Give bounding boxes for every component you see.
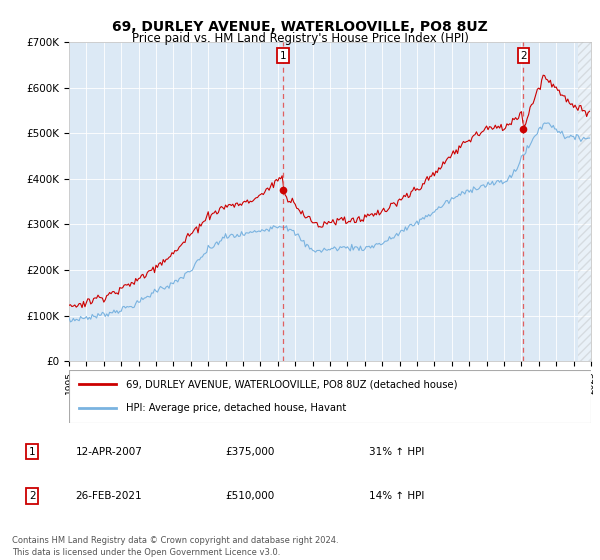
Text: £510,000: £510,000 — [225, 491, 274, 501]
Text: 2: 2 — [520, 50, 527, 60]
Text: 26-FEB-2021: 26-FEB-2021 — [76, 491, 142, 501]
Text: 69, DURLEY AVENUE, WATERLOOVILLE, PO8 8UZ: 69, DURLEY AVENUE, WATERLOOVILLE, PO8 8U… — [112, 20, 488, 34]
Text: 12-APR-2007: 12-APR-2007 — [76, 446, 142, 456]
Text: 1: 1 — [29, 446, 35, 456]
Text: Contains HM Land Registry data © Crown copyright and database right 2024.
This d: Contains HM Land Registry data © Crown c… — [12, 536, 338, 557]
Text: 1: 1 — [280, 50, 286, 60]
Text: 14% ↑ HPI: 14% ↑ HPI — [369, 491, 424, 501]
Text: 31% ↑ HPI: 31% ↑ HPI — [369, 446, 424, 456]
Text: 69, DURLEY AVENUE, WATERLOOVILLE, PO8 8UZ (detached house): 69, DURLEY AVENUE, WATERLOOVILLE, PO8 8U… — [127, 380, 458, 390]
Text: 2: 2 — [29, 491, 35, 501]
Text: Price paid vs. HM Land Registry's House Price Index (HPI): Price paid vs. HM Land Registry's House … — [131, 32, 469, 45]
Text: £375,000: £375,000 — [225, 446, 274, 456]
Text: HPI: Average price, detached house, Havant: HPI: Average price, detached house, Hava… — [127, 403, 347, 413]
